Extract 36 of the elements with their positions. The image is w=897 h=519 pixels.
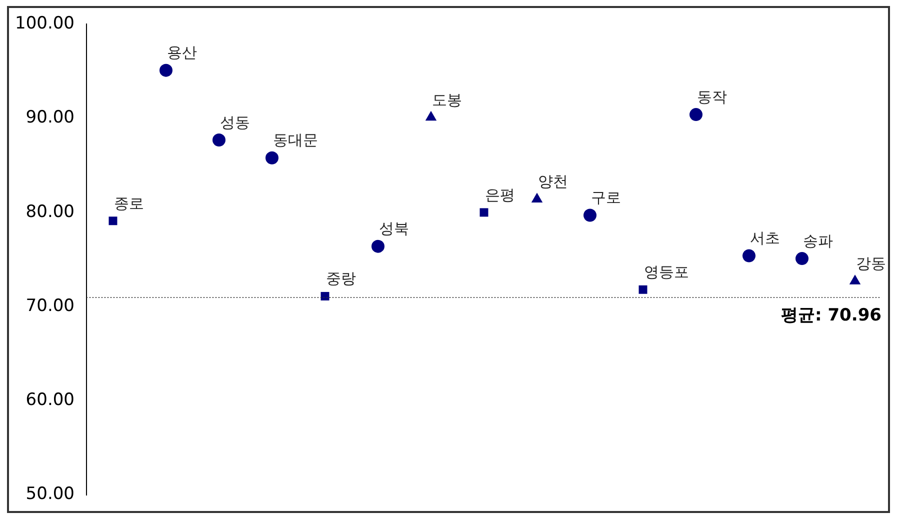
data-label: 도봉	[432, 90, 462, 109]
point	[371, 240, 384, 253]
data-label: 양천	[538, 172, 568, 191]
data-label: 성북	[378, 220, 409, 238]
point	[108, 216, 118, 226]
data-label: 동작	[696, 88, 727, 106]
data-label: 성동	[220, 113, 250, 132]
point	[689, 108, 702, 122]
data-label: 동대문	[272, 131, 318, 150]
point	[638, 285, 648, 294]
point	[425, 110, 437, 121]
y-tick-label: 80.00	[26, 202, 74, 222]
data-label: 구로	[590, 188, 621, 207]
y-tick-label: 50.00	[26, 484, 74, 504]
data-label: 종로	[114, 194, 144, 212]
data-label: 서초	[750, 229, 780, 248]
data-label: 은평	[484, 186, 515, 204]
data-label: 송파	[803, 232, 833, 250]
ref-line-label: 평균: 70.96	[781, 305, 882, 326]
point	[531, 192, 543, 203]
data-label: 영등포	[644, 263, 689, 282]
data-label: 중랑	[326, 270, 356, 288]
y-tick-label: 70.00	[26, 296, 74, 316]
point	[265, 151, 278, 164]
data-label: 강동	[856, 254, 886, 273]
y-tick-label: 90.00	[26, 108, 74, 128]
point	[583, 208, 596, 222]
point	[480, 208, 488, 217]
point	[796, 252, 808, 266]
point	[212, 133, 226, 146]
y-tick-label: 100.00	[15, 14, 74, 34]
point	[159, 64, 172, 77]
point	[742, 249, 756, 262]
point	[320, 292, 330, 300]
data-label: 용산	[166, 44, 197, 62]
y-tick-label: 60.00	[26, 390, 74, 410]
